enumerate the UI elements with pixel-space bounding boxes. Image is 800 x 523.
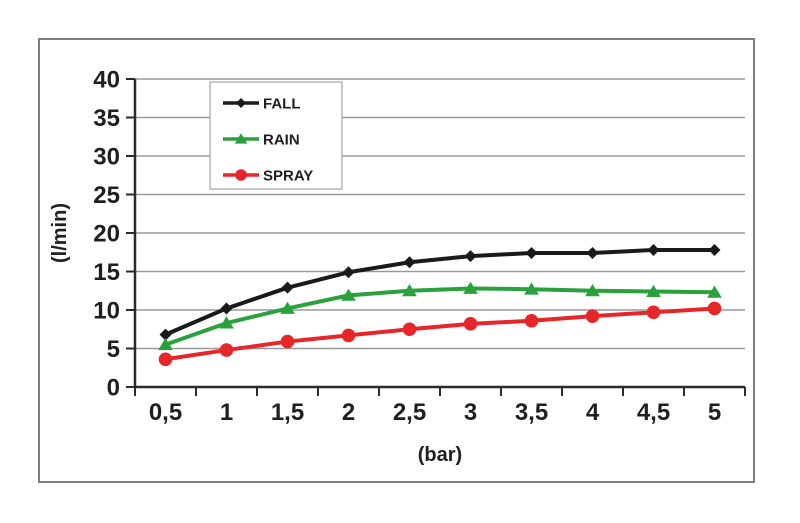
series-marker-fall — [708, 243, 721, 256]
y-tick-label: 30 — [93, 143, 120, 170]
chart-panel: 0 5 10 15 20 25 30 35 40 0,5 1 1,5 2 2,5 3 3,5 4 4,5 5 FA… — [38, 38, 755, 483]
series-marker-spray — [280, 334, 295, 349]
series-marker-spray — [646, 305, 661, 320]
series-marker-spray — [524, 313, 539, 328]
series-marker-spray — [341, 328, 356, 343]
series-line-rain — [163, 286, 717, 347]
x-tick-label: 4 — [586, 399, 600, 426]
series-line-fall — [163, 247, 717, 337]
series-marker-fall — [159, 328, 172, 341]
series-marker-rain — [402, 283, 417, 297]
y-tick-label: 20 — [93, 220, 120, 247]
y-tick-label: 35 — [93, 105, 120, 132]
x-axis-title: (bar) — [418, 444, 462, 466]
legend-swatch-marker-spray — [235, 169, 247, 181]
series-group — [158, 243, 722, 367]
series-marker-fall — [525, 247, 538, 260]
series-marker-spray — [463, 317, 478, 331]
legend-label-spray: SPRAY — [263, 167, 313, 184]
series-marker-rain — [646, 284, 661, 297]
series-line-spray — [163, 306, 717, 362]
x-tick-label: 2,5 — [393, 399, 426, 426]
series-marker-spray — [219, 343, 234, 357]
series-fall — [159, 243, 721, 341]
x-tick-label: 1,5 — [271, 399, 304, 426]
y-tick-label: 0 — [107, 374, 120, 401]
legend-item-rain: RAIN — [223, 131, 300, 148]
series-marker-fall — [647, 243, 660, 256]
legend: FALL RAIN SPRAY — [209, 81, 343, 190]
y-tick-label: 15 — [93, 259, 120, 286]
y-tick-label: 10 — [93, 297, 120, 324]
series-rain — [158, 281, 722, 351]
series-marker-spray — [585, 309, 600, 323]
series-marker-rain — [585, 283, 600, 297]
y-tick-label: 40 — [93, 66, 120, 93]
legend-label-fall: FALL — [263, 95, 301, 112]
legend-item-spray: SPRAY — [223, 167, 313, 184]
legend-item-fall: FALL — [223, 95, 301, 112]
x-tick-label: 3,5 — [515, 399, 548, 426]
series-marker-rain — [524, 282, 539, 295]
legend-swatch-marker-fall — [236, 98, 246, 108]
flow-rate-chart: 0 5 10 15 20 25 30 35 40 0,5 1 1,5 2 2,5 3 3,5 4 4,5 5 FA… — [49, 66, 746, 466]
series-marker-fall — [403, 256, 416, 269]
series-marker-spray — [158, 352, 173, 367]
x-tick-labels: 0,5 1 1,5 2 2,5 3 3,5 4 4,5 5 — [149, 399, 721, 426]
series-marker-fall — [342, 266, 355, 279]
y-tick-labels: 0 5 10 15 20 25 30 35 40 — [93, 66, 120, 401]
series-marker-rain — [463, 281, 478, 294]
y-axis-title: (l/min) — [49, 203, 71, 263]
series-marker-rain — [219, 316, 234, 329]
x-tick-label: 4,5 — [637, 399, 670, 426]
x-tick-label: 3 — [464, 399, 477, 426]
series-spray — [158, 301, 722, 367]
x-tick-label: 0,5 — [149, 399, 182, 426]
series-marker-rain — [341, 288, 356, 301]
series-marker-spray — [707, 301, 722, 316]
series-marker-fall — [464, 250, 477, 263]
y-tick-label: 25 — [93, 182, 120, 209]
x-tick-label: 2 — [342, 399, 355, 426]
axes — [126, 78, 746, 396]
legend-label-rain: RAIN — [263, 131, 300, 148]
series-marker-rain — [707, 285, 722, 298]
series-marker-fall — [586, 247, 599, 260]
series-marker-fall — [281, 281, 294, 294]
x-tick-label: 5 — [708, 399, 721, 426]
x-tick-label: 1 — [220, 399, 233, 426]
series-marker-spray — [402, 322, 417, 337]
series-marker-rain — [280, 301, 295, 314]
legend-box — [209, 81, 343, 190]
series-marker-rain — [158, 337, 173, 351]
series-marker-fall — [220, 302, 233, 315]
legend-swatch-marker-rain — [234, 133, 248, 144]
y-tick-label: 5 — [107, 336, 120, 363]
